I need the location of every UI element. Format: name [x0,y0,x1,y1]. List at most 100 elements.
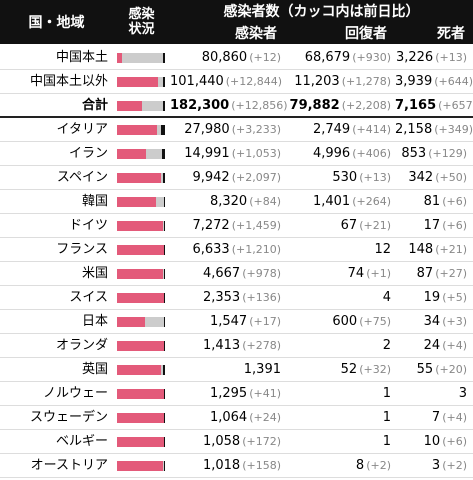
status-segment [163,293,165,303]
row: 中国本土 80,860 (+12) 68,679 (+930) 3,226 (+13) [0,46,473,70]
number-cell: 67 (+21) [285,214,391,238]
region-name: 中国本土以外 [29,74,108,89]
number-cell: 1,018 (+158) [170,454,281,478]
status-segment [117,221,164,231]
number-cell: 68,679 (+930) [285,46,391,70]
daily-change: (+4) [442,339,467,352]
count: 34 [423,314,441,329]
daily-change: (+20) [435,363,467,376]
count: 52 [340,362,358,377]
row: スペイン 9,942 (+2,097) 530 (+13) 342 (+50) [0,166,473,190]
daily-change: (+27) [435,267,467,280]
status-bar [117,293,165,303]
number-cell: 19 (+5) [395,286,467,310]
status-segment [117,149,147,159]
region-name: 英国 [81,362,108,377]
header-group: 感染者数（カッコ内は前日比） [170,0,473,22]
region-name: イタリア [56,122,108,137]
row: ベルギー 1,058 (+172) 1 10 (+6) [0,430,473,454]
daily-change: (+41) [249,387,281,400]
status-segment [162,269,164,279]
daily-change: (+1) [366,267,391,280]
row: イタリア 27,980 (+3,233) 2,749 (+414) 2,158 (+349) [0,118,473,142]
daily-change: (+278) [242,339,281,352]
number-cell: 8 (+2) [285,454,391,478]
daily-change: (+13) [435,51,467,64]
daily-change: (+13) [359,171,391,184]
status-bar [117,413,165,423]
status-segment [163,461,165,471]
status-bar [117,173,165,183]
status-bar [117,149,165,159]
count: 27,980 [184,122,230,137]
number-cell: 24 (+4) [395,334,467,358]
number-cell: 1,547 (+17) [170,310,281,334]
count: 19 [423,290,441,305]
row: イラン 14,991 (+1,053) 4,996 (+406) 853 (+129) [0,142,473,166]
number-cell: 2,353 (+136) [170,286,281,310]
count: 7 [431,410,441,425]
count: 2 [382,338,391,353]
region-name: 米国 [81,266,108,281]
daily-change: (+158) [242,459,281,472]
number-cell: 2,158 (+349) [395,118,473,142]
daily-change: (+264) [352,195,391,208]
daily-change: (+657) [438,99,473,112]
status-segment [117,413,164,423]
number-cell: 10 (+6) [395,430,467,454]
header-region: 国・地域 [0,0,113,44]
status-segment [163,197,165,207]
daily-change: (+2,097) [231,171,281,184]
region-name: イラン [68,146,108,161]
count: 87 [416,266,434,281]
number-cell: 4,667 (+978) [170,262,281,286]
region-name: ノルウェー [42,386,108,401]
status-segment [122,53,164,63]
daily-change: (+50) [435,171,467,184]
number-cell: 52 (+32) [285,358,391,382]
daily-change: (+930) [352,51,391,64]
row: 英国 1,391 52 (+32) 55 (+20) [0,358,473,382]
region-name: オランダ [55,338,108,353]
count: 2,353 [202,290,241,305]
number-cell: 1,064 (+24) [170,406,281,430]
status-segment [160,173,164,183]
count: 3,226 [395,50,434,65]
daily-change: (+406) [352,147,391,160]
daily-change: (+2) [442,459,467,472]
daily-change: (+32) [359,363,391,376]
number-cell: 148 (+21) [395,238,467,262]
daily-change: (+6) [442,435,467,448]
region-name: 韓国 [81,194,108,209]
header-col: 死者 [395,22,473,44]
daily-change: (+4) [442,411,467,424]
number-cell: 6,633 (+1,210) [170,238,281,262]
number-cell: 7,165(+657) [395,94,473,118]
count: 24 [423,338,441,353]
number-cell: 1 [285,382,391,406]
count: 3 [458,386,467,401]
number-cell: 3,939 (+644) [395,70,473,94]
region-name: 中国本土 [55,50,108,65]
status-segment [117,101,143,111]
status-segment [163,101,165,111]
daily-change: (+12) [249,51,281,64]
status-bar [117,437,165,447]
row: 中国本土以外 101,440 (+12,844) 11,203 (+1,278) 3,93… [0,70,473,94]
status-segment [117,173,161,183]
region-name: 合計 [81,98,108,113]
count: 55 [416,362,434,377]
status-bar [117,245,165,255]
daily-change: (+129) [428,147,467,160]
region-name: 日本 [81,314,108,329]
region-name: ドイツ [68,218,108,233]
count: 1 [382,386,391,401]
row: フランス 6,633 (+1,210) 12 148 (+21) [0,238,473,262]
status-segment [146,149,163,159]
number-cell: 14,991 (+1,053) [170,142,281,166]
number-cell: 3,226 (+13) [395,46,467,70]
status-segment [117,245,164,255]
number-cell: 1 [285,406,391,430]
number-cell: 600 (+75) [285,310,391,334]
